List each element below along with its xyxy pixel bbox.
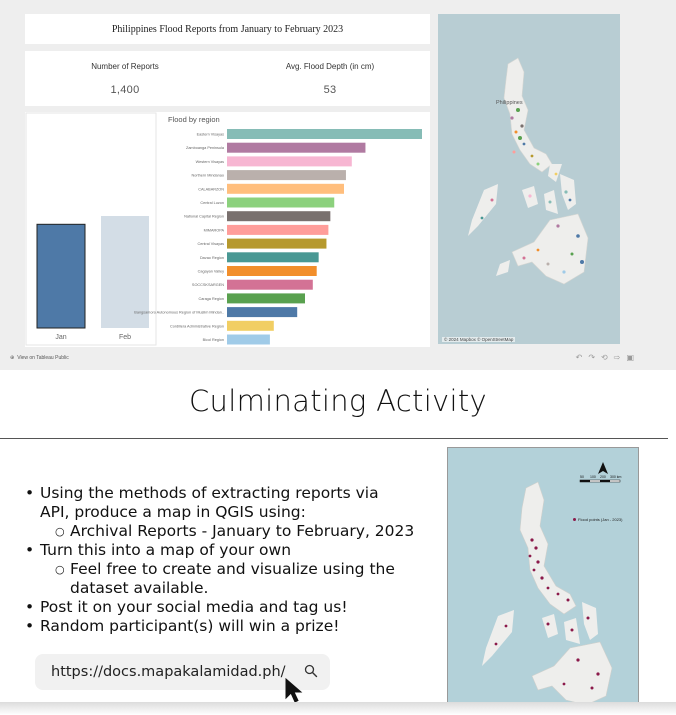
hollow-bullet-icon: ○ (55, 525, 65, 538)
region-tick-label: Western Visayas (196, 160, 224, 164)
region-bar (227, 320, 274, 331)
scale-bar-labels: 50 100 200 300 km (580, 475, 622, 479)
region-tick-label: National Capital Region (184, 215, 224, 219)
redo-icon[interactable]: ↷ (588, 353, 602, 362)
region-tick-label: Zamboanga Peninsula (186, 146, 225, 150)
bullet-item-continued: API, produce a map in QGIS using: (40, 503, 306, 521)
bullet-item: • Post it on your social media and tag us… (25, 598, 348, 616)
url-search-bar[interactable]: https://docs.mapakalamidad.ph/ (35, 654, 330, 690)
bottom-edge-shadow (0, 702, 676, 715)
tableau-icon: ⊕ (10, 355, 15, 361)
scale-bar (579, 479, 621, 483)
kpi-card: Number of Reports 1,400 Avg. Flood Depth… (25, 51, 430, 106)
bullet-icon: • (25, 598, 35, 616)
region-bar (227, 197, 335, 208)
kpi-value: 53 (323, 84, 337, 96)
region-bar (227, 252, 319, 263)
legend-swatch (573, 518, 576, 521)
flood-report-points[interactable] (480, 108, 584, 274)
region-tick-label: Cordillera Administrative Region (170, 324, 224, 328)
svg-text:200: 200 (600, 475, 606, 479)
region-tick-label: MIMAROPA (204, 228, 225, 232)
view-on-tableau-link[interactable]: ⊕ View on Tableau Public (10, 355, 69, 361)
region-bar (227, 293, 305, 304)
region-chart-title: Flood by region (168, 115, 220, 124)
svg-text:300 km: 300 km (610, 475, 622, 479)
region-tick-label: Eastern Visayas (197, 133, 224, 137)
view-on-tableau-label: View on Tableau Public (17, 355, 69, 361)
qgis-flood-points (494, 538, 600, 690)
qgis-map-preview: 50 100 200 300 km Flood points (Jan - 20… (447, 447, 639, 704)
qgis-legend: Flood points (Jan - 2023) (573, 517, 622, 522)
slide-heading: Culminating Activity (188, 384, 488, 418)
north-arrow-icon (598, 462, 608, 474)
share-icon[interactable]: ⇨ (613, 353, 627, 362)
sub-bullet-item: ○ Feel free to create and visualize using… (55, 560, 395, 578)
region-tick-label: Davao Region (200, 256, 224, 260)
region-bar (227, 142, 366, 153)
region-tick-label: SOCCSKSARGEN (192, 283, 224, 287)
region-tick-label: CALABARZON (198, 187, 224, 191)
kpi-number-of-reports: Number of Reports 1,400 (25, 51, 225, 96)
region-bar (227, 129, 422, 139)
region-bar (227, 266, 317, 276)
svg-text:50: 50 (580, 475, 584, 479)
region-tick-label: Cagayan Valley (198, 270, 224, 274)
region-tick-label: Northern Mindanao (191, 174, 224, 178)
dashboard-toolbar[interactable]: ↶↷⟲⇨▣ (576, 353, 640, 362)
search-icon[interactable] (304, 664, 318, 678)
region-tick-label: Central Visayas (197, 242, 224, 246)
bullet-icon: • (25, 617, 35, 635)
bullet-item: • Turn this into a map of your own (25, 541, 292, 559)
bullet-item: • Random participant(s) will win a prize! (25, 617, 340, 635)
undo-icon[interactable]: ↶ (575, 353, 589, 362)
flood-map[interactable]: Philippines © 2024 Mapbox © OpenStreetMa… (438, 14, 620, 344)
month-bar (36, 223, 86, 329)
tableau-dashboard: Philippines Flood Reports from January t… (0, 0, 676, 370)
flood-map-canvas[interactable] (438, 14, 620, 344)
qgis-map-canvas: 50 100 200 300 km (482, 462, 622, 703)
bullet-icon: • (25, 541, 35, 559)
kpi-label: Number of Reports (91, 62, 159, 71)
bullet-item: • Using the methods of extracting reports… (25, 484, 379, 502)
legend-label: Flood points (Jan - 2023) (578, 517, 623, 522)
region-bar (227, 224, 329, 235)
region-bar (227, 334, 270, 345)
region-bar (227, 211, 331, 222)
svg-text:100: 100 (590, 475, 596, 479)
sub-bullet-item-continued: dataset available. (70, 579, 209, 597)
kpi-label: Avg. Flood Depth (in cm) (285, 62, 375, 71)
sub-bullet-item: ○ Archival Reports - January to February,… (55, 522, 415, 540)
month-tick-label: Feb (119, 334, 131, 341)
charts-card: Jan Feb Flood by region Eastern Visayas Zamb… (25, 112, 430, 347)
region-tick-label: Bicol Region (203, 338, 224, 342)
region-bar (227, 183, 344, 194)
revert-icon[interactable]: ⟲ (601, 353, 614, 362)
flood-charts[interactable]: Jan Feb Flood by region Eastern Visayas Zamb… (25, 112, 430, 347)
map-attribution[interactable]: © 2024 Mapbox © OpenStreetMap (442, 337, 516, 342)
month-bar (101, 216, 149, 328)
dashboard-title-card: Philippines Flood Reports from January t… (25, 14, 430, 44)
region-tick-label: Bangsamoro Autonomous Region of Muslim M… (134, 311, 224, 315)
kpi-avg-flood-depth: Avg. Flood Depth (in cm) 53 (230, 51, 430, 96)
dashboard-footer: ⊕ View on Tableau Public ↶↷⟲⇨▣ (10, 352, 670, 366)
bullet-icon: • (25, 484, 35, 502)
month-tick-label: Jan (55, 334, 66, 341)
region-tick-label: Caraga Region (198, 297, 224, 301)
hollow-bullet-icon: ○ (55, 563, 65, 576)
region-bar (227, 156, 352, 167)
dashboard-title: Philippines Flood Reports from January t… (111, 23, 344, 35)
region-bar (227, 238, 327, 249)
region-bar (227, 307, 298, 318)
activity-bullet-list: • Using the methods of extracting reports… (25, 484, 445, 636)
map-country-label: Philippines (496, 100, 523, 106)
region-bar (227, 279, 313, 290)
mouse-cursor-icon (285, 678, 303, 703)
region-bar (227, 170, 346, 181)
fullscreen-icon[interactable]: ▣ (626, 353, 640, 362)
region-tick-label: Central Luzon (200, 201, 224, 205)
kpi-value: 1,400 (110, 84, 140, 96)
search-url-text[interactable]: https://docs.mapakalamidad.ph/ (51, 664, 286, 680)
heading-divider (0, 438, 668, 439)
